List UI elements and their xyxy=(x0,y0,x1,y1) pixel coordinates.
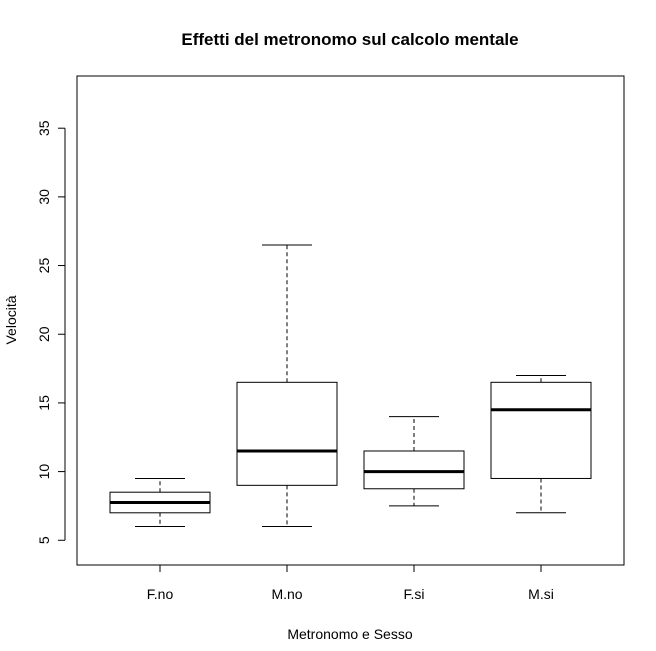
x-axis: F.no M.no F.si M.si xyxy=(147,564,554,602)
box-f-si xyxy=(363,416,465,507)
y-axis-label: Velocità xyxy=(3,295,19,344)
y-tick-label: 35 xyxy=(36,120,52,136)
x-axis-label: Metronomo e Sesso xyxy=(287,626,412,642)
x-tick-label: M.si xyxy=(528,586,554,602)
y-tick-label: 25 xyxy=(36,258,52,274)
y-tick-label: 10 xyxy=(36,464,52,480)
box-f-no xyxy=(109,477,211,528)
y-tick-label: 20 xyxy=(36,326,52,342)
x-tick-label: M.no xyxy=(271,586,302,602)
y-tick-label: 15 xyxy=(36,395,52,411)
box-m-si xyxy=(490,374,592,514)
x-tick-label: F.no xyxy=(147,586,174,602)
chart-title: Effetti del metronomo sul calcolo mental… xyxy=(181,30,518,49)
y-tick-label: 5 xyxy=(36,536,52,544)
y-axis: 5 10 15 20 25 30 35 xyxy=(36,120,66,544)
x-tick-label: F.si xyxy=(404,586,425,602)
box-m-no xyxy=(236,244,338,528)
plot-frame xyxy=(76,75,625,566)
iqr-box xyxy=(236,381,338,486)
boxes xyxy=(109,244,592,528)
iqr-box xyxy=(363,450,465,490)
iqr-box xyxy=(490,381,592,479)
y-tick-label: 30 xyxy=(36,189,52,205)
